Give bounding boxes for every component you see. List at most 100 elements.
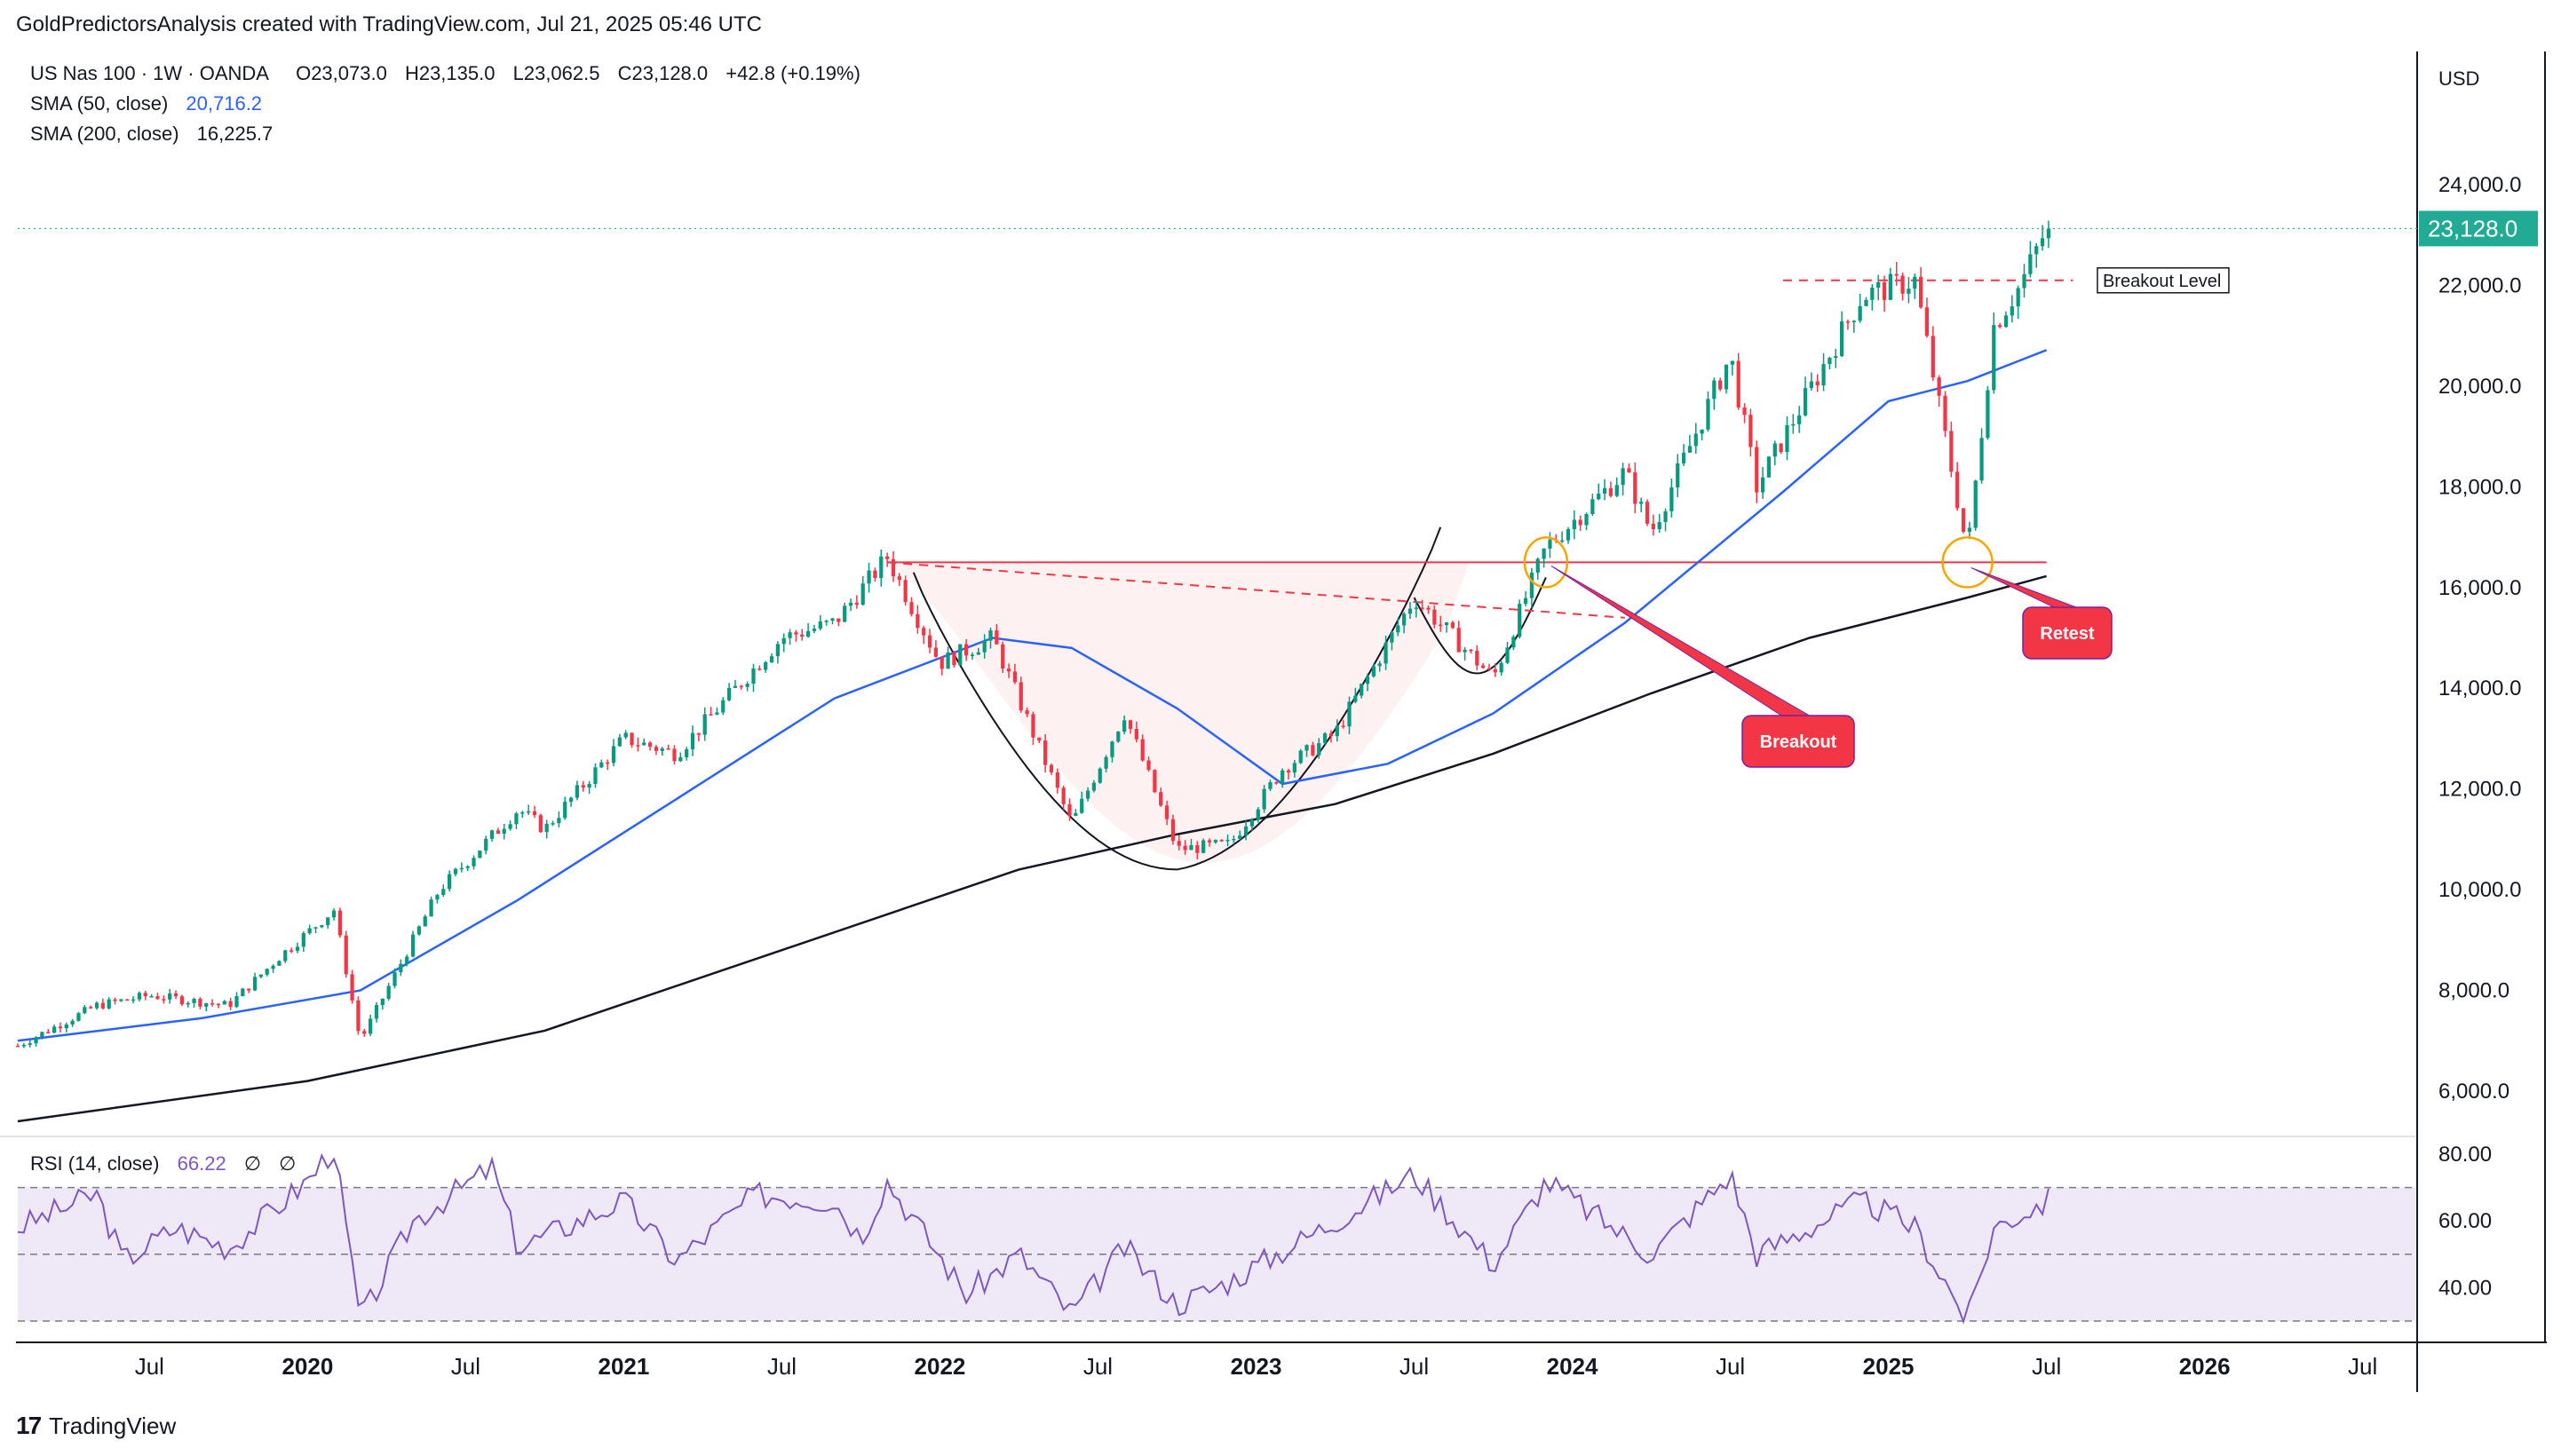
candle[interactable] (1828, 356, 1832, 370)
candle[interactable] (320, 924, 324, 929)
candle[interactable] (1986, 385, 1990, 440)
candle[interactable] (204, 1002, 209, 1012)
candle[interactable] (617, 733, 622, 748)
candle[interactable] (1286, 768, 1291, 780)
candle[interactable] (1542, 548, 1546, 568)
candle[interactable] (76, 1011, 81, 1022)
candle[interactable] (909, 597, 914, 617)
candle[interactable] (149, 993, 154, 998)
candle[interactable] (234, 992, 239, 1009)
candle[interactable] (2022, 264, 2026, 298)
candle[interactable] (350, 969, 354, 1004)
candle[interactable] (860, 575, 865, 606)
candle[interactable] (702, 707, 707, 741)
candle[interactable] (611, 739, 616, 767)
candle[interactable] (685, 747, 689, 761)
candle[interactable] (551, 820, 555, 827)
candle[interactable] (265, 968, 269, 977)
candle[interactable] (1146, 756, 1151, 772)
candle[interactable] (606, 759, 610, 771)
candle[interactable] (1815, 374, 1820, 392)
candle[interactable] (21, 1042, 26, 1048)
candle[interactable] (818, 614, 822, 631)
candle[interactable] (1851, 320, 1856, 333)
candle[interactable] (1396, 618, 1400, 637)
candle[interactable] (1091, 779, 1097, 793)
candle[interactable] (1548, 532, 1552, 558)
candle[interactable] (599, 759, 604, 769)
candle[interactable] (1475, 645, 1479, 670)
candle[interactable] (2028, 241, 2033, 278)
candle[interactable] (271, 964, 275, 973)
candle[interactable] (1365, 673, 1370, 692)
candle[interactable] (538, 813, 543, 834)
candle[interactable] (1578, 515, 1582, 531)
candle[interactable] (131, 996, 136, 1004)
last-price-tag[interactable] (2419, 210, 2538, 247)
candle[interactable] (113, 997, 117, 1005)
candle[interactable] (64, 1022, 68, 1033)
candle[interactable] (1839, 311, 1844, 358)
candle[interactable] (794, 629, 798, 642)
candle[interactable] (976, 647, 980, 655)
candle[interactable] (100, 998, 105, 1010)
candle[interactable] (830, 617, 835, 625)
candle[interactable] (216, 1003, 221, 1009)
candle[interactable] (1979, 428, 1984, 484)
candle[interactable] (374, 1001, 379, 1023)
candle[interactable] (1657, 514, 1661, 534)
candle[interactable] (726, 683, 732, 702)
candle[interactable] (1164, 800, 1169, 826)
candle[interactable] (173, 990, 178, 1000)
candle[interactable] (1232, 835, 1236, 845)
candle[interactable] (1493, 663, 1497, 677)
sma200-line[interactable] (17, 574, 2047, 1123)
candle[interactable] (399, 959, 403, 977)
candle[interactable] (1444, 621, 1449, 633)
candle[interactable] (1724, 364, 1729, 394)
candle[interactable] (1907, 276, 1911, 304)
candle[interactable] (922, 625, 926, 645)
candle[interactable] (58, 1022, 63, 1033)
candle[interactable] (1262, 785, 1266, 813)
candle[interactable] (769, 653, 774, 663)
price-pane[interactable] (15, 220, 2417, 1123)
candle[interactable] (1845, 319, 1851, 330)
candle[interactable] (544, 819, 549, 839)
candle[interactable] (1360, 683, 1364, 699)
candle[interactable] (210, 999, 215, 1007)
candle[interactable] (1322, 732, 1328, 745)
candle[interactable] (1779, 443, 1783, 455)
candle[interactable] (1864, 297, 1868, 306)
candle[interactable] (1219, 839, 1224, 843)
candle[interactable] (581, 780, 585, 792)
sma50-legend[interactable]: SMA (50, close) 20,716.2 (30, 92, 262, 115)
candle[interactable] (1736, 352, 1740, 410)
candle[interactable] (484, 835, 488, 855)
candle[interactable] (1463, 646, 1467, 661)
rsi-line[interactable] (17, 1152, 2050, 1325)
candle[interactable] (1426, 605, 1431, 614)
candle[interactable] (435, 893, 440, 904)
candle[interactable] (1055, 768, 1059, 794)
candle[interactable] (563, 796, 567, 820)
candle[interactable] (1566, 526, 1571, 544)
candle[interactable] (1943, 391, 1947, 438)
candle[interactable] (1195, 841, 1200, 859)
candle[interactable] (1401, 612, 1407, 634)
candle[interactable] (1043, 734, 1048, 773)
candle[interactable] (1687, 434, 1693, 454)
candle[interactable] (289, 947, 294, 954)
candle[interactable] (459, 862, 464, 873)
candle[interactable] (277, 960, 281, 966)
candle[interactable] (70, 1018, 75, 1027)
candle[interactable] (1900, 272, 1905, 301)
candle[interactable] (1651, 514, 1655, 536)
candle[interactable] (28, 1039, 32, 1048)
candle[interactable] (988, 627, 993, 649)
candle[interactable] (1238, 830, 1242, 841)
candle[interactable] (958, 644, 963, 666)
candle[interactable] (1614, 477, 1619, 498)
candle[interactable] (2034, 242, 2039, 268)
